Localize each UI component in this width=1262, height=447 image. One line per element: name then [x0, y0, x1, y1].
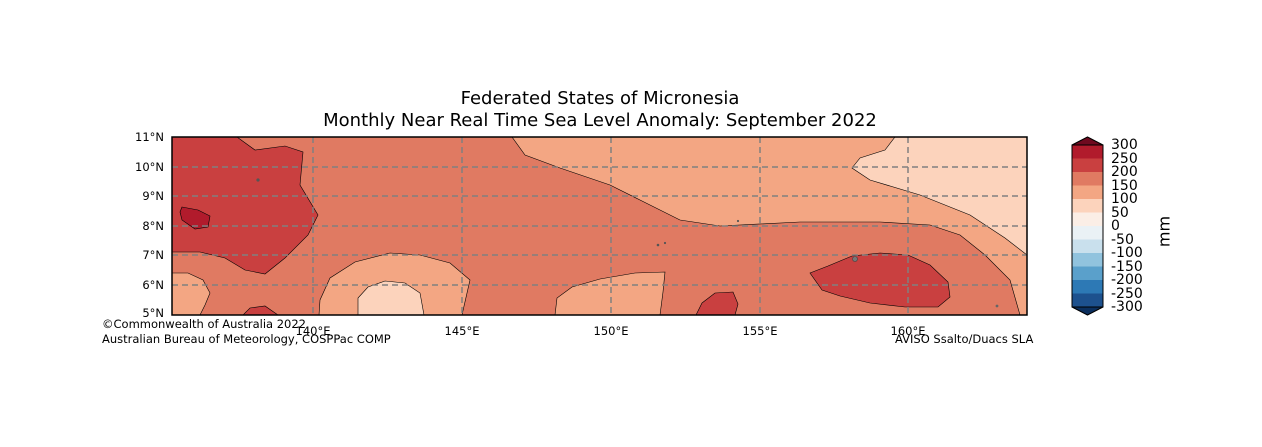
lat-tick-label: 8°N	[142, 219, 164, 233]
island-marker	[256, 178, 260, 182]
colorbar-label: 100	[1111, 191, 1138, 207]
colorbar-label: -100	[1111, 245, 1143, 261]
contour-100-150-central	[554, 271, 666, 315]
colorbar-label: 50	[1111, 205, 1129, 221]
lon-tick-label: 160°E	[890, 324, 926, 338]
colorbar-segment	[1072, 185, 1103, 200]
lon-tick-label: 150°E	[593, 324, 629, 338]
lat-tick-label: 10°N	[135, 160, 164, 174]
colorbar-label: 300	[1111, 137, 1138, 153]
anomaly-contours	[172, 137, 1027, 315]
colorbar-unit: mm	[1154, 215, 1174, 248]
lat-tick-label: 9°N	[142, 189, 164, 203]
colorbar-label: -150	[1111, 259, 1143, 275]
colorbar	[1071, 136, 1104, 316]
colorbar-segment	[1072, 199, 1103, 213]
contour-50-100-central-west	[357, 280, 425, 315]
contour-200-250-west	[172, 137, 319, 275]
colorbar-label: 0	[1111, 218, 1120, 234]
island-marker	[663, 241, 667, 245]
colorbar-extend-min	[1071, 306, 1104, 316]
colorbar-label: -300	[1111, 299, 1143, 315]
island-marker	[852, 256, 858, 262]
colorbar-label: 150	[1111, 178, 1138, 194]
lon-tick-label: 155°E	[742, 324, 778, 338]
contour-200-250-southwest	[242, 305, 279, 315]
colorbar-label: 250	[1111, 151, 1138, 167]
map-subtitle: Monthly Near Real Time Sea Level Anomaly…	[323, 110, 877, 131]
colorbar-label: 200	[1111, 164, 1138, 180]
colorbar-segment	[1072, 212, 1103, 227]
island-marker	[995, 304, 999, 308]
lat-tick-label: 7°N	[142, 248, 164, 262]
colorbar-segment	[1072, 239, 1103, 254]
colorbar-segment	[1072, 293, 1103, 308]
island-marker	[736, 219, 740, 223]
copyright-credit: ©Commonwealth of Australia 2022	[102, 317, 307, 331]
lat-tick-label: 11°N	[135, 130, 164, 144]
contour-250-300-west	[179, 206, 211, 230]
colorbar-segment	[1072, 280, 1103, 294]
colorbar-label: -50	[1111, 232, 1134, 248]
colorbar-segment	[1072, 226, 1103, 240]
map-frame	[171, 136, 1028, 316]
colorbar-segment	[1072, 145, 1103, 159]
colorbar-frame	[1071, 144, 1104, 308]
lat-tick-label: 5°N	[142, 306, 164, 320]
contour-200-250-south-central	[695, 291, 739, 315]
data-source-credit: AVISO Ssalto/Duacs SLA	[895, 332, 1034, 346]
colorbar-label: -250	[1111, 286, 1143, 302]
colorbar-segment	[1072, 266, 1103, 281]
lat-tick-label: 6°N	[142, 278, 164, 292]
colorbar-segment	[1072, 172, 1103, 186]
island-marker	[656, 243, 660, 247]
contour-100-150-southwest	[172, 272, 211, 315]
colorbar-label: -200	[1111, 272, 1143, 288]
lon-tick-label: 145°E	[444, 324, 480, 338]
colorbar-segment	[1072, 253, 1103, 267]
lon-tick-label: 140°E	[295, 324, 331, 338]
agency-credit: Australian Bureau of Meteorology, COSPPa…	[102, 332, 391, 346]
colorbar-extend-max	[1071, 136, 1104, 146]
map-gridlines	[172, 137, 1027, 315]
colorbar-segment	[1072, 158, 1103, 173]
map-title: Federated States of Micronesia	[460, 88, 740, 109]
